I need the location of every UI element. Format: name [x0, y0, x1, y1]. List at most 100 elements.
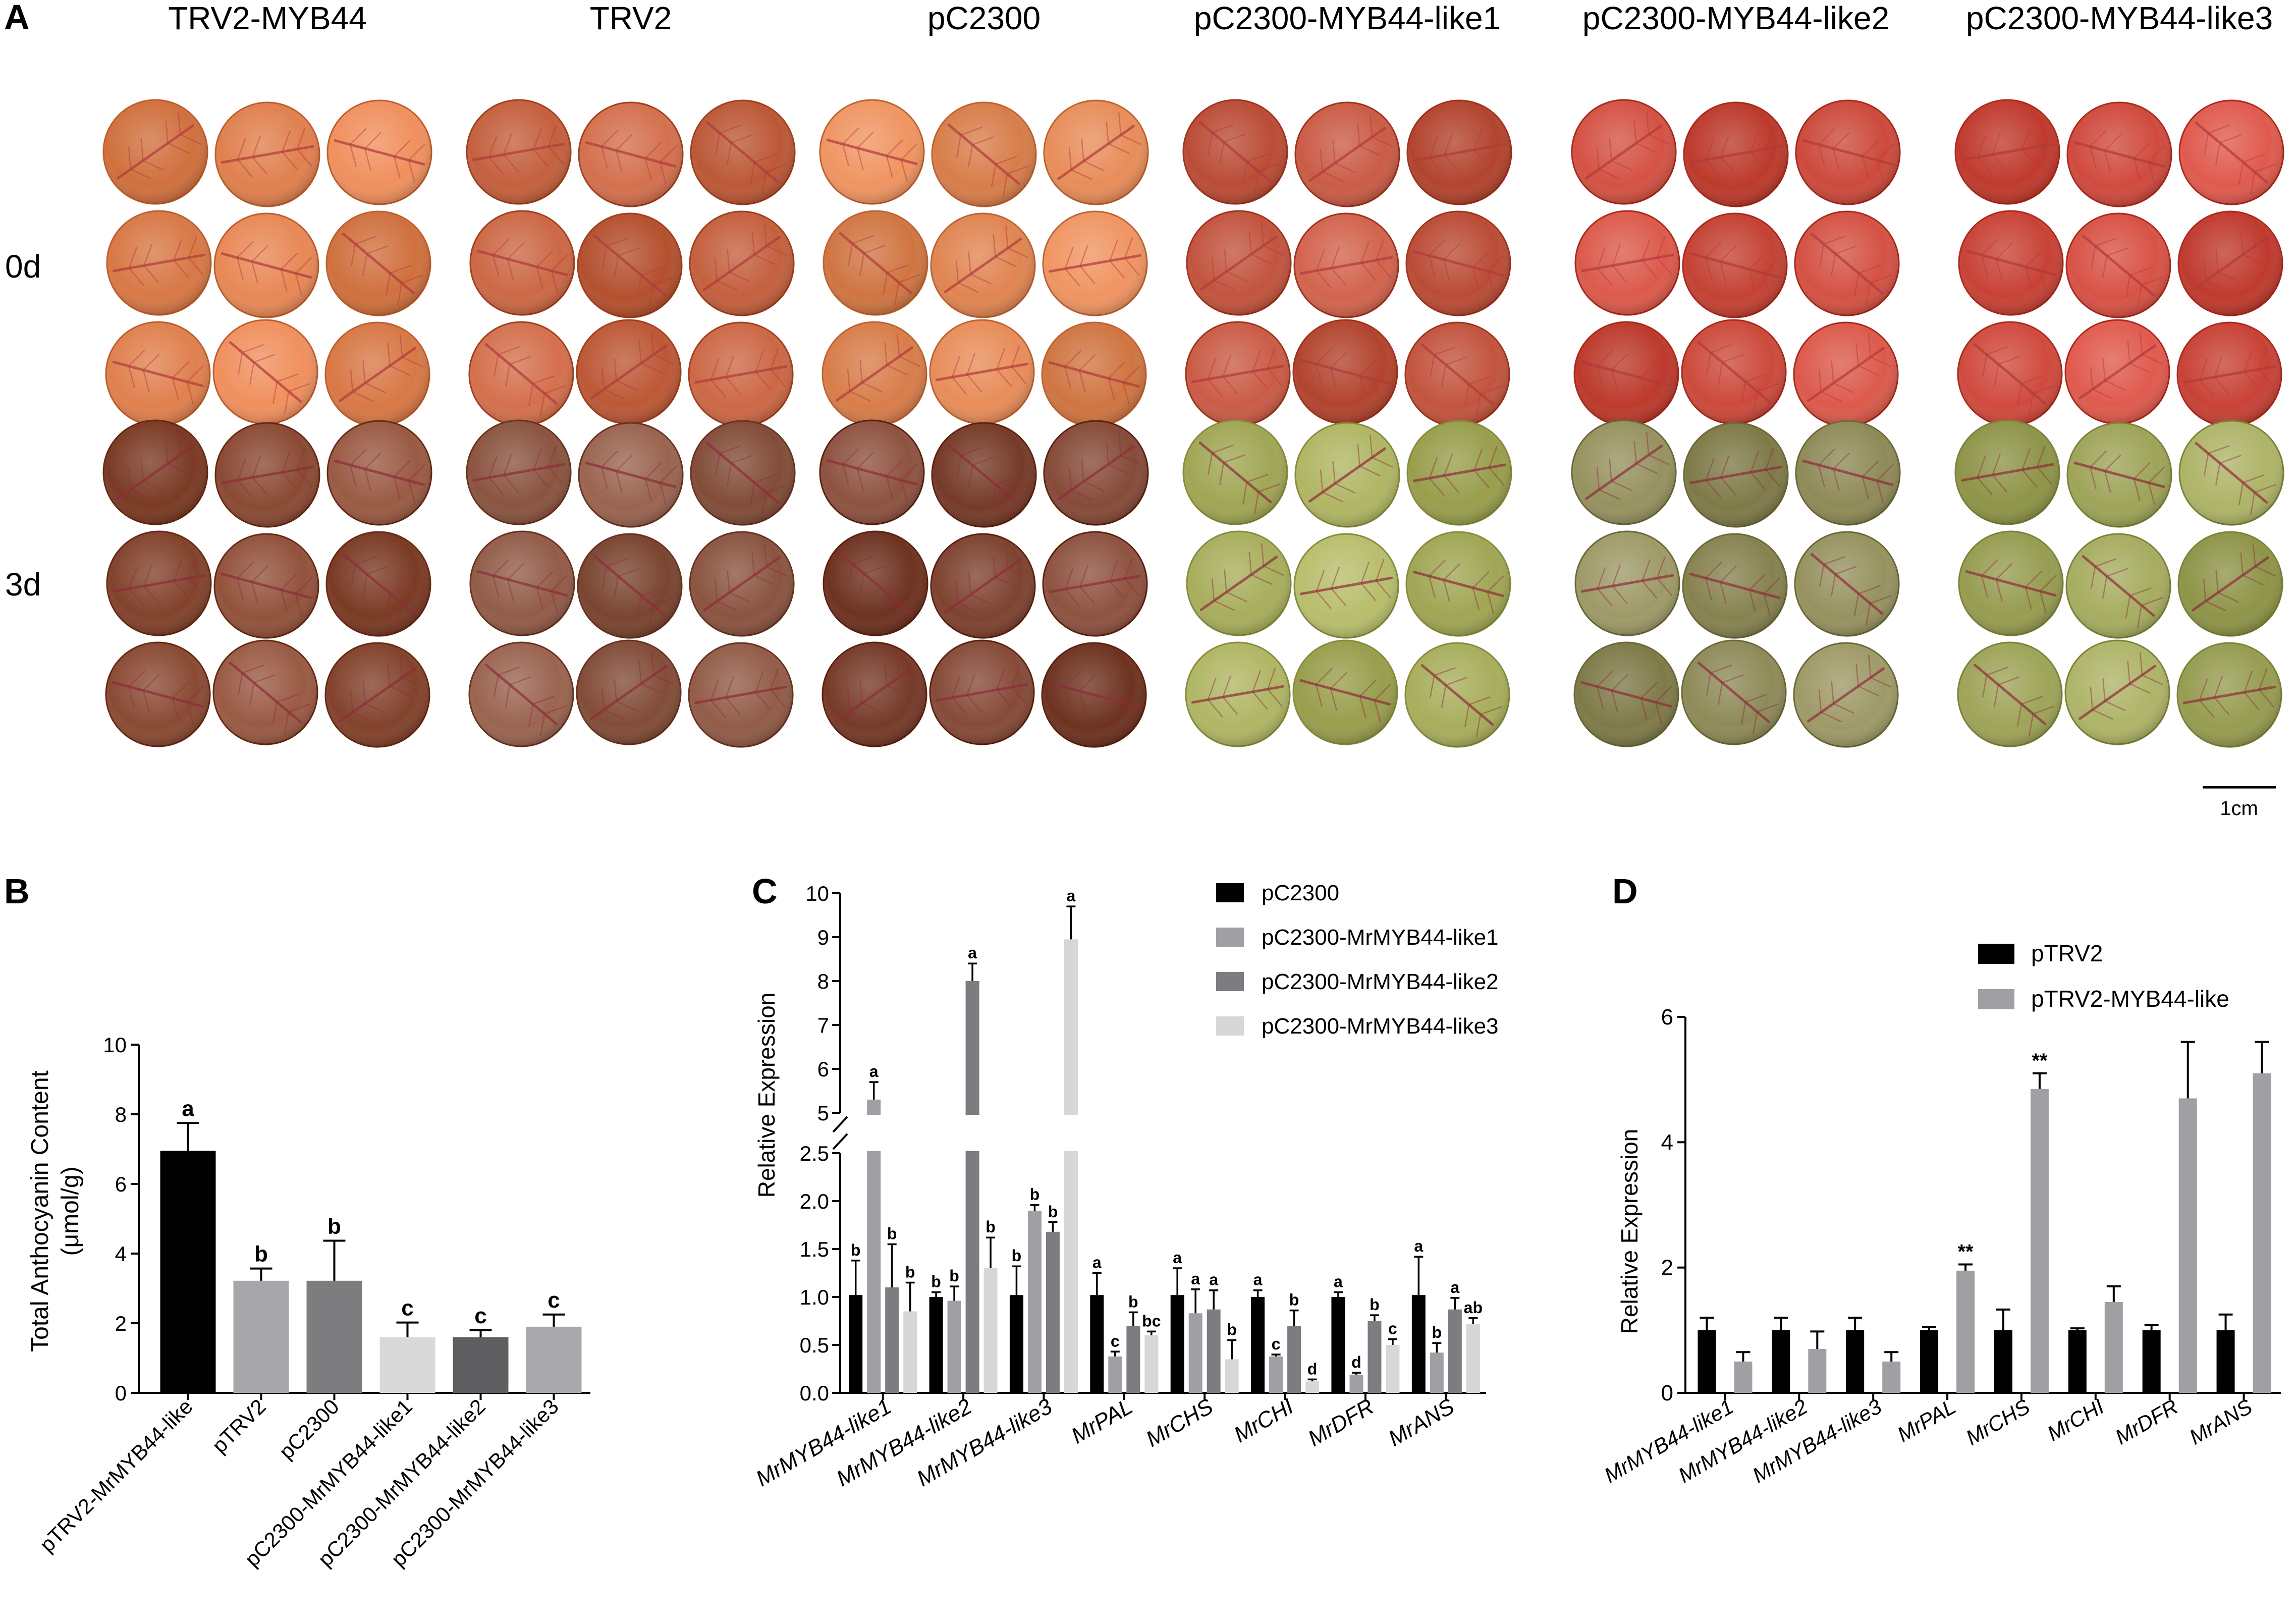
leaf-vein — [394, 140, 411, 157]
panel-d-category-label: MrMYB44-like3 — [1748, 1394, 1886, 1487]
leaf-disc — [1794, 531, 1900, 637]
leaf-vein — [385, 593, 391, 616]
leaf-vein — [1064, 567, 1074, 589]
leaf-vein — [714, 578, 718, 602]
leaf-vein — [1982, 354, 1988, 377]
leaf-vein — [1722, 354, 1744, 363]
leaf-vein — [1251, 574, 1272, 585]
leaf-vein — [2203, 133, 2209, 155]
leaf-vein — [2040, 254, 2057, 272]
leaf-vein — [842, 464, 849, 487]
leaf-vein — [1640, 698, 1648, 721]
panel-d-category-label: MrMYB44-like1 — [1600, 1394, 1737, 1487]
leaf-midrib — [2195, 122, 2268, 183]
leaf-vein — [710, 358, 720, 380]
leaf-vein — [894, 282, 900, 305]
panel-c-bar-pc2300-mrmyb44-like2-mrans — [1448, 1309, 1462, 1393]
leaf-vein — [1612, 585, 1628, 604]
leaf-vein — [1207, 132, 1213, 155]
leaf-vein — [488, 456, 498, 478]
leaf-vein — [1434, 346, 1456, 356]
panel-c-bar-pc2300-mrmyb44-like3-mrans — [1466, 1324, 1480, 1393]
panel-c-ytick-label: 6 — [817, 1057, 829, 1081]
leaf-disc — [1794, 210, 1900, 316]
leaf-vein — [2025, 250, 2042, 267]
panel-c-significance-letter: b — [1370, 1295, 1380, 1314]
leaf-disc — [1571, 419, 1677, 525]
panel-c-ytick-label: 1.0 — [800, 1285, 829, 1309]
leaf-vein — [128, 349, 145, 367]
leaf-disc — [1573, 321, 1679, 427]
leaf-vein — [2127, 340, 2130, 363]
leaf-vein — [970, 274, 992, 285]
leaf-vein — [2205, 601, 2227, 612]
leaf-vein — [770, 668, 779, 690]
leaf-vein — [652, 597, 675, 606]
panel-d-category-label: MrMYB44-like2 — [1674, 1394, 1812, 1487]
leaf-disc — [2066, 101, 2172, 207]
leaf-vein — [886, 139, 903, 156]
leaf-vein — [638, 340, 642, 363]
leaf-vein — [653, 354, 675, 365]
leaf-vein — [1611, 160, 1632, 171]
panel-c-significance-letter: a — [968, 944, 977, 962]
leaf-vein — [956, 455, 962, 478]
leaf-vein — [719, 445, 741, 454]
leaf-vein — [604, 389, 625, 400]
treatment-label-pc2300-myb44-like2: pC2300-MYB44-like2 — [1582, 0, 1889, 36]
leaf-disc — [823, 530, 928, 636]
leaf-vein — [995, 476, 1017, 485]
leaf-vein — [1717, 362, 1723, 385]
leaf-vein — [1862, 140, 1879, 157]
panel-c-legend-label: pC2300-MrMYB44-like2 — [1262, 969, 1499, 994]
leaf-vein — [387, 343, 391, 366]
leaf-vein — [2039, 591, 2047, 614]
leaf-vein — [1434, 667, 1456, 676]
leaf-vein — [387, 663, 391, 686]
leaf-vein — [173, 259, 189, 279]
leaf-vein — [1064, 247, 1074, 269]
leaf-disc — [1958, 210, 2064, 316]
leaf-vein — [2142, 674, 2163, 685]
leaf-vein — [1473, 469, 1490, 489]
leaf-disc — [2178, 99, 2284, 205]
leaf-vein — [2148, 466, 2165, 483]
scale-bar-label: 1cm — [2220, 797, 2258, 820]
leaf-vein — [1473, 449, 1483, 471]
leaf-vein — [507, 258, 514, 282]
panel-d-bar-ptrv2-myb44-like-mrchs — [2030, 1089, 2049, 1393]
leaf-vein — [1123, 686, 1140, 703]
leaf-vein — [551, 270, 558, 293]
leaf-vein — [613, 255, 619, 279]
leaf-vein — [282, 130, 291, 152]
leaf-vein — [1993, 364, 1999, 387]
leaf-vein — [180, 454, 201, 465]
leaf-vein — [725, 376, 741, 395]
leaf-vein — [1444, 454, 1453, 476]
panel-c-legend-label: pC2300-MrMYB44-like1 — [1262, 925, 1499, 950]
panel-d-bar-ptrv2-mrmyb44-like3 — [1846, 1330, 1865, 1393]
leaf-vein — [2244, 371, 2260, 390]
leaf-vein — [1823, 556, 1845, 565]
leaf-vein — [755, 691, 771, 711]
leaf-midrib — [221, 572, 312, 600]
leaf-vein — [1441, 364, 1447, 388]
leaf-vein — [1611, 674, 1628, 691]
leaf-vein — [2255, 245, 2276, 256]
leaf-vein — [498, 666, 520, 676]
leaf-vein — [1242, 482, 1248, 505]
leaf-vein — [493, 559, 510, 576]
leaf-vein — [2090, 450, 2107, 468]
leaf-vein — [2203, 453, 2209, 476]
leaf-vein — [498, 346, 520, 355]
panel-b-bar-pc2300 — [306, 1280, 362, 1393]
leaf-vein — [236, 578, 244, 601]
leaf-vein — [1224, 249, 1227, 272]
panel-c-bar-pc2300-mrmyb44-like3-mrmyb44-like1 — [903, 1311, 917, 1393]
panel-c-significance-letter: b — [1289, 1291, 1299, 1309]
leaf-disc — [106, 530, 212, 636]
leaf-vein — [1252, 370, 1268, 390]
leaf-disc — [689, 531, 795, 637]
leaf-vein — [1332, 461, 1336, 484]
panel-c-bar-pc2300-mrmyb44-like1-mrans — [1430, 1352, 1444, 1393]
